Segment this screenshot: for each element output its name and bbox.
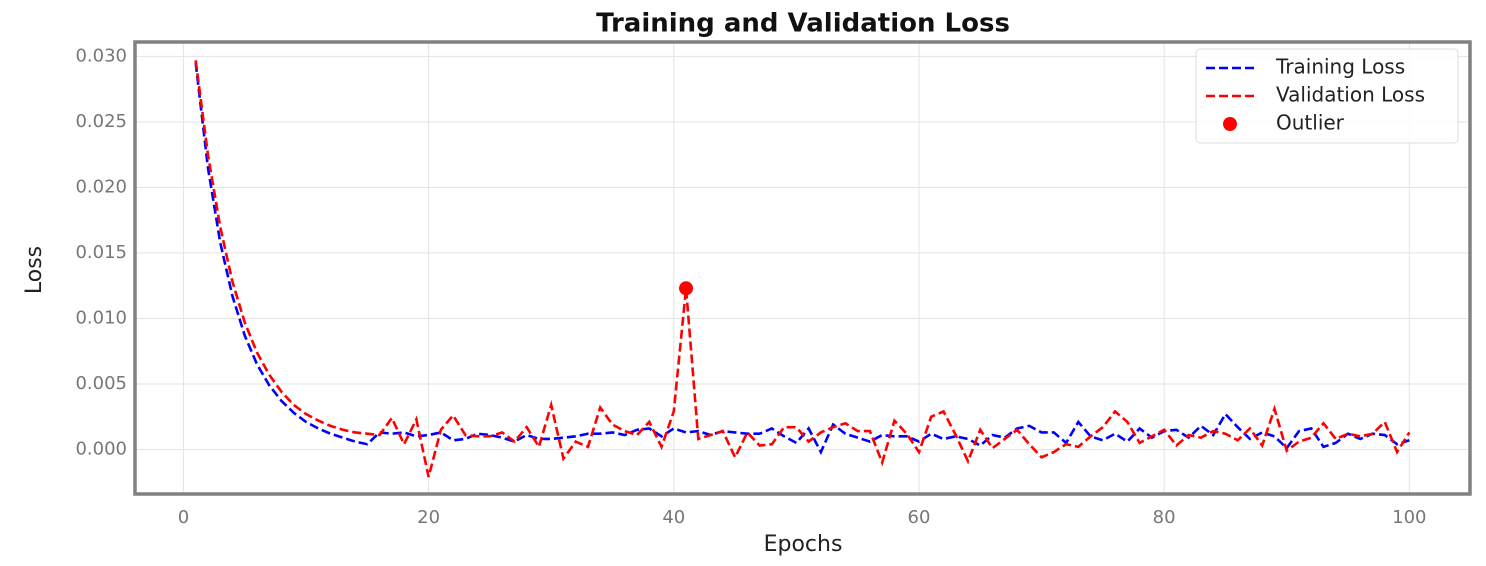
y-tick-label: 0.005: [75, 373, 127, 394]
legend: Training Loss Validation Loss Outlier: [1195, 48, 1459, 144]
y-tick-label: 0.025: [75, 111, 127, 132]
legend-label: Training Loss: [1275, 55, 1405, 79]
y-tick-label: 0.000: [75, 438, 127, 459]
outlier-marker: [679, 281, 694, 296]
plot-frame: [133, 40, 1472, 496]
loss-line: [194, 60, 1411, 478]
legend-label: Outlier: [1276, 111, 1345, 135]
legend-box: [1195, 48, 1459, 144]
x-tick-label: 40: [662, 507, 685, 528]
x-tick-label: 100: [1392, 507, 1426, 528]
chart-title: Training and Validation Loss: [596, 9, 1010, 39]
y-tick-label: 0.010: [75, 307, 127, 328]
x-tick-label: 60: [908, 507, 931, 528]
x-tick-label: 80: [1153, 507, 1176, 528]
legend-marker: [1223, 117, 1237, 131]
y-tick-label: 0.030: [75, 45, 127, 66]
x-tick-label: 0: [178, 507, 189, 528]
y-tick-label: 0.015: [75, 242, 127, 263]
legend-label: Validation Loss: [1276, 83, 1425, 107]
y-tick-label: 0.020: [75, 176, 127, 197]
x-axis-label: Epochs: [764, 532, 843, 557]
x-tick-label: 20: [417, 507, 440, 528]
y-axis-label: Loss: [22, 246, 47, 294]
